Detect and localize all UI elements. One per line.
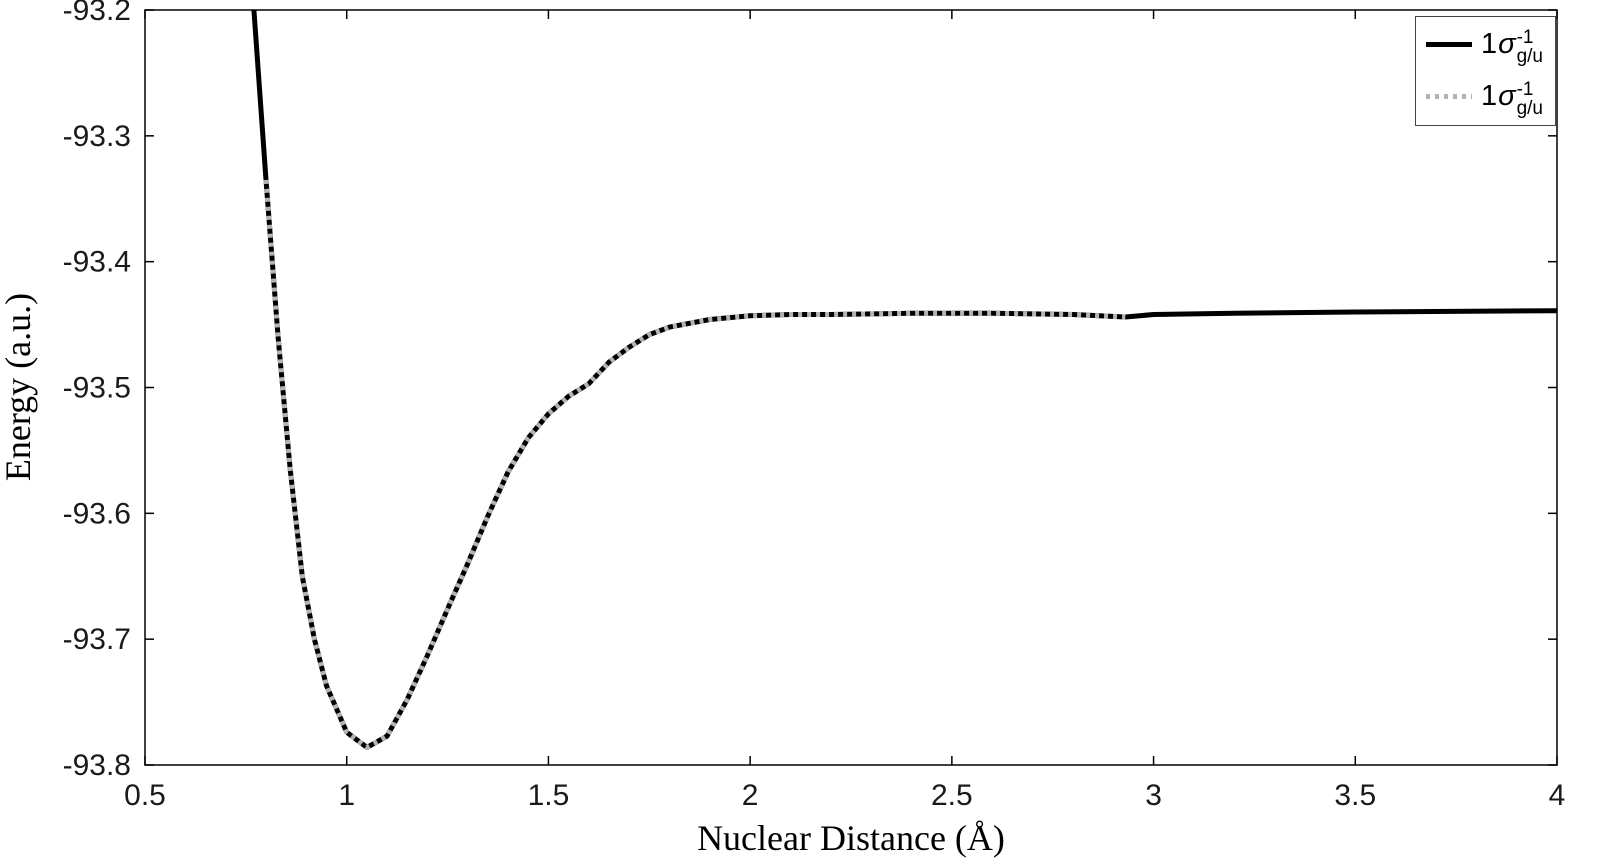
- x-tick-label: 4: [1549, 779, 1566, 812]
- legend-entry-solid: 1 σ -1 g/u: [1425, 25, 1543, 67]
- legend-entry-dotted: 1 σ -1 g/u: [1425, 77, 1543, 119]
- axes-box: [144, 9, 1558, 766]
- y-tick-label: -93.6: [63, 497, 131, 530]
- legend-line-sample-solid: [1425, 41, 1472, 47]
- y-tick-label: -93.5: [63, 372, 131, 405]
- x-tick-label: 3.5: [1334, 779, 1376, 812]
- x-tick-label: 0.5: [124, 779, 166, 812]
- y-tick-label: -93.4: [63, 246, 131, 279]
- legend: 1 σ -1 g/u 1 σ -1 g/u: [1414, 16, 1556, 126]
- x-tick-label: 2: [742, 779, 759, 812]
- series-solid-line: [251, 10, 1557, 750]
- y-tick-label: -93.3: [63, 120, 131, 153]
- y-tick-label: -93.8: [63, 749, 131, 782]
- legend-label: 1 σ -1 g/u: [1480, 27, 1543, 67]
- x-tick-label: 1.5: [528, 779, 570, 812]
- y-tick-label: -93.2: [63, 0, 131, 27]
- legend-label: 1 σ -1 g/u: [1480, 79, 1543, 119]
- series-dotted-line: [263, 179, 1126, 750]
- x-tick-label: 1: [338, 779, 355, 812]
- x-axis-label: Nuclear Distance (Å): [697, 818, 1005, 858]
- x-tick-label: 3: [1145, 779, 1162, 812]
- y-tick-label: -93.7: [63, 623, 131, 656]
- x-tick-label: 2.5: [931, 779, 973, 812]
- y-axis-label: Energy (a.u.): [0, 293, 38, 481]
- legend-line-sample-dotted: [1425, 93, 1472, 99]
